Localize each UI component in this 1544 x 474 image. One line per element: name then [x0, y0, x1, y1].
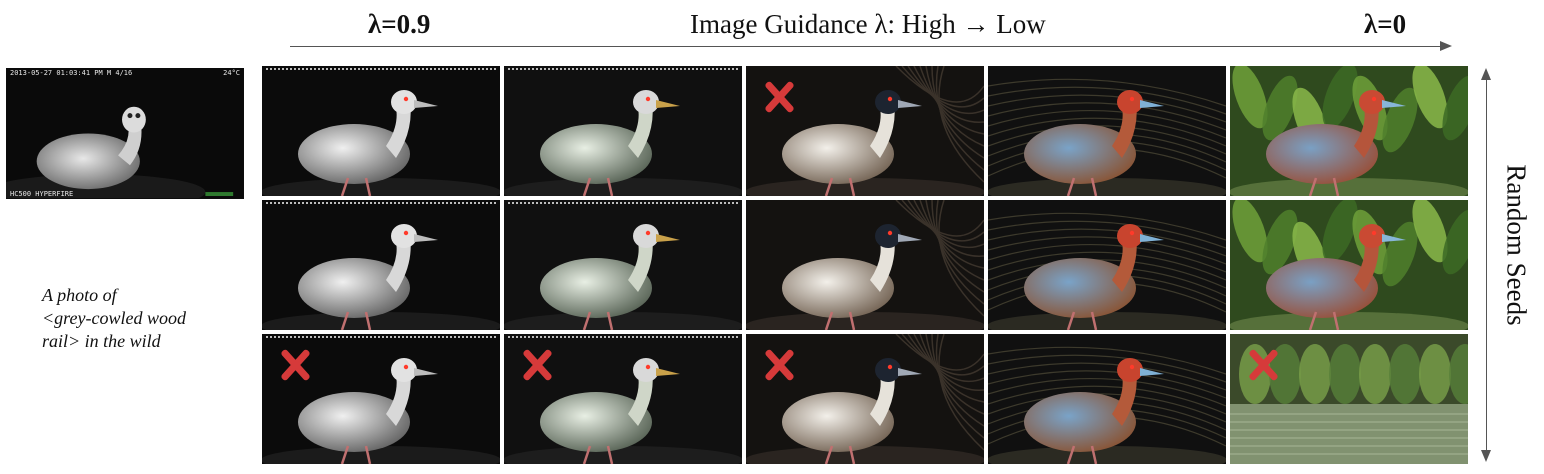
- source-temperature: 24°C: [223, 69, 240, 77]
- generated-image-r2-c1: [262, 200, 500, 330]
- camera-overlay-strip: [266, 336, 496, 344]
- generated-image-r1-c4: [988, 66, 1226, 196]
- rejected-x-icon: [520, 348, 554, 382]
- bird-illustration: [988, 334, 1226, 464]
- caption-line: <grey-cowled wood: [42, 308, 186, 328]
- generated-image-r2-c4: [988, 200, 1226, 330]
- generated-image-r1-c3: [746, 66, 984, 196]
- rejected-x-icon: [1246, 348, 1280, 382]
- lambda-high-label: λ=0.9: [368, 9, 431, 39]
- rejected-x-icon: [762, 80, 796, 114]
- generated-image-r3-c1: [262, 334, 500, 464]
- guidance-arrow: [290, 41, 1452, 51]
- source-bird-photo: [6, 68, 244, 198]
- caption-line: A photo of: [42, 285, 117, 305]
- bird-illustration: [1230, 66, 1468, 196]
- generated-image-r2-c3: [746, 200, 984, 330]
- bird-illustration: [988, 66, 1226, 196]
- bird-illustration: [746, 66, 984, 196]
- prompt-caption: A photo of <grey-cowled wood rail> in th…: [42, 284, 222, 353]
- generated-image-r3-c3: [746, 334, 984, 464]
- source-camera-label: HC500 HYPERFIRE: [10, 190, 74, 198]
- camera-overlay-strip: [508, 336, 738, 344]
- bird-illustration: [262, 200, 500, 330]
- rejected-x-icon: [278, 348, 312, 382]
- generated-image-r3-c2: [504, 334, 742, 464]
- bird-illustration: [746, 200, 984, 330]
- bird-illustration: [988, 200, 1226, 330]
- camera-overlay-strip: [266, 68, 496, 76]
- source-timestamp: 2013-05-27 01:03:41 PM M 4/16: [10, 69, 133, 77]
- bird-illustration: [1230, 200, 1468, 330]
- caption-line: rail> in the wild: [42, 331, 161, 351]
- generated-image-r3-c4: [988, 334, 1226, 464]
- bird-illustration: [262, 66, 500, 196]
- bird-illustration: [1230, 334, 1468, 464]
- bird-illustration: [504, 66, 742, 196]
- generated-image-r1-c5: [1230, 66, 1468, 196]
- generated-image-r1-c2: [504, 66, 742, 196]
- seeds-arrow: [1481, 68, 1491, 462]
- guidance-title: Image Guidance λ: High → Low: [690, 9, 1046, 39]
- rejected-x-icon: [762, 348, 796, 382]
- random-seeds-label: Random Seeds: [1501, 164, 1532, 326]
- lambda-low-label: λ=0: [1364, 9, 1407, 39]
- camera-overlay-strip: [508, 68, 738, 76]
- bird-illustration: [504, 200, 742, 330]
- generated-image-r3-c5: [1230, 334, 1468, 464]
- generated-image-r2-c2: [504, 200, 742, 330]
- source-trailcam-image: 2013-05-27 01:03:41 PM M 4/16 24°C HC500…: [6, 68, 244, 199]
- generated-image-r1-c1: [262, 66, 500, 196]
- generated-image-r2-c5: [1230, 200, 1468, 330]
- camera-overlay-strip: [266, 202, 496, 210]
- camera-overlay-strip: [508, 202, 738, 210]
